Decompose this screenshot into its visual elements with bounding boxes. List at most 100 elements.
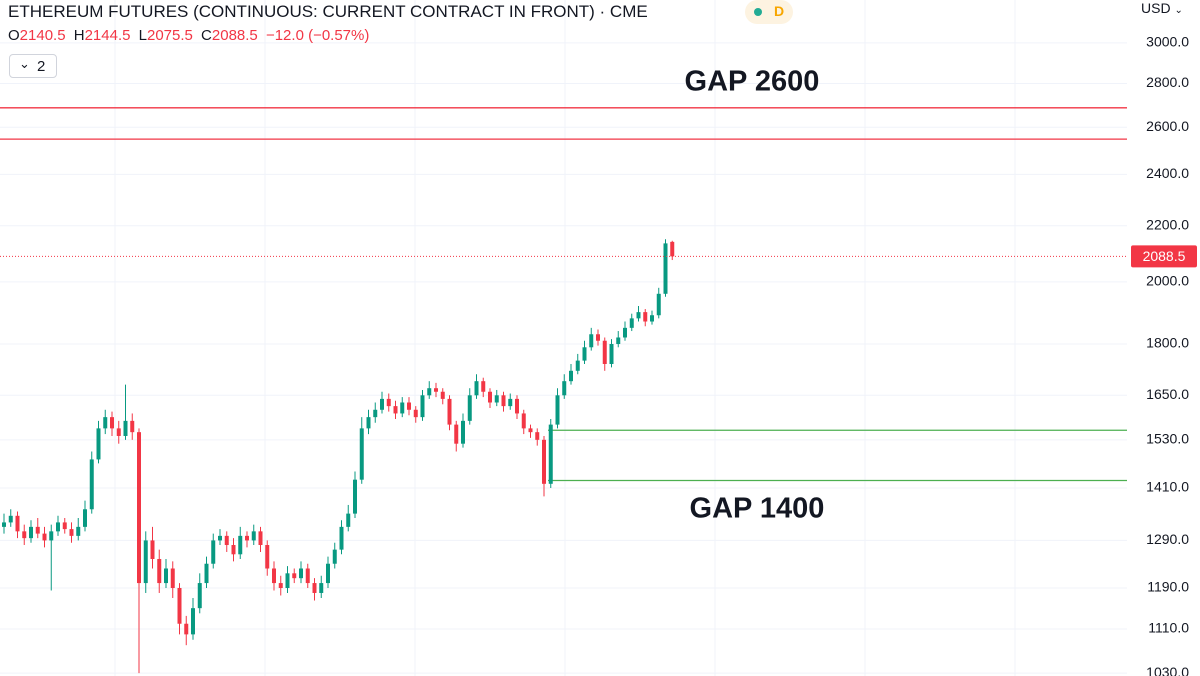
candle-body [400,402,405,414]
ohlc-letter: L [138,27,147,44]
candle-body [191,608,195,635]
candle-body [2,522,6,527]
candle-body [359,428,364,480]
candle-body [616,337,621,345]
y-tick-label: 2600.0 [1146,118,1189,134]
interval: D [774,3,785,19]
candle-body [299,568,303,579]
ohlc-letter: C [201,27,212,44]
candle-body [130,420,135,433]
y-tick-label: 1650.0 [1146,386,1189,402]
candle-body [8,515,13,523]
candle-body [123,420,128,436]
candle-body [542,439,546,484]
candle-body [42,533,47,541]
currency: USD [1141,0,1171,16]
candle-body [589,334,594,348]
candle-body [150,540,155,559]
candle-body [332,549,337,564]
candle-body [508,398,513,407]
candle-body [555,395,560,425]
candle-body [211,540,216,564]
y-tick-label: 1800.0 [1146,335,1189,351]
indicators-toggle[interactable]: ⌄ 2 [9,54,57,78]
y-tick-label: 1410.0 [1146,479,1189,495]
annotation: GAP 1400 [690,493,825,525]
candle-body [170,568,175,588]
candle-body [575,360,580,371]
y-tick-label: 2000.0 [1146,273,1189,289]
chevron-icon: ⌄ [1174,5,1183,16]
candle-body [380,398,384,410]
candle-body [535,432,540,440]
candle-body [427,388,432,396]
candle-body [447,398,452,425]
candle-body [204,563,209,584]
candle-body [96,428,101,460]
candle-body [373,409,378,418]
y-tick-label: 2800.0 [1146,74,1189,90]
candle-body [629,318,634,328]
ohlc-value: 2140.5 [19,27,66,44]
candle-body [265,545,270,569]
candle-body [89,459,94,510]
candle-body [494,395,499,403]
candle-body [501,395,506,407]
candle-body [434,388,438,392]
candle-body [56,522,60,532]
currency-selector[interactable]: USD ⌄ [1141,0,1183,16]
y-tick-label: 1110.0 [1148,620,1189,636]
y-tick-label: 1290.0 [1146,531,1189,547]
candle-body [623,327,627,338]
candle-body [562,381,567,396]
candle-body [643,312,648,322]
candle-body [231,545,236,555]
candle-body [515,398,519,414]
candle-body [481,381,486,392]
candle-body [35,526,40,534]
candle-body [110,417,114,429]
candle-body [164,568,168,584]
candle-body [670,241,675,257]
candle-body [15,515,20,532]
candle-body [29,526,33,539]
annotation: GAP 2600 [685,66,820,98]
candle-body [596,334,600,341]
status-badge[interactable]: D [745,0,793,24]
y-tick-label: 1190.0 [1147,579,1189,595]
candle-body [305,568,310,584]
y-tick-label: 2400.0 [1146,165,1189,181]
ohlc-legend: O2140.5 H2144.5 L2075.5 C2088.5 −12.0 (−… [8,27,369,44]
ohlc-letter: O [8,27,20,44]
last-price-label: 2088.5 [1143,248,1186,264]
y-tick-label: 2200.0 [1146,216,1189,232]
candle-body [440,391,445,399]
candle-body [420,395,425,418]
candle-body [137,432,141,584]
candle-body [474,381,479,396]
candle-body [272,568,276,584]
candle-body [184,623,189,635]
candle-body [663,243,668,294]
candle-body [413,409,418,418]
candle-body [548,424,553,484]
ohlc-value: 2088.5 [211,27,258,44]
symbol-title: ETHEREUM FUTURES (CONTINUOUS: CURRENT CO… [8,2,648,21]
candle-body [103,417,108,429]
candle-body [251,531,256,541]
candle-body [636,312,641,319]
candle-body [245,535,249,541]
ohlc-value: 2144.5 [84,27,131,44]
last-price-box [1131,245,1197,268]
ohlc-letter: H [73,27,85,44]
change: −12.0 (−0.57%) [265,27,370,44]
candle-body [454,424,459,444]
candle-body [521,413,526,429]
candle-body [528,428,533,433]
candle-body [238,535,243,555]
candle-body [656,293,661,316]
candle-body [197,583,202,609]
status-dot [754,8,762,16]
